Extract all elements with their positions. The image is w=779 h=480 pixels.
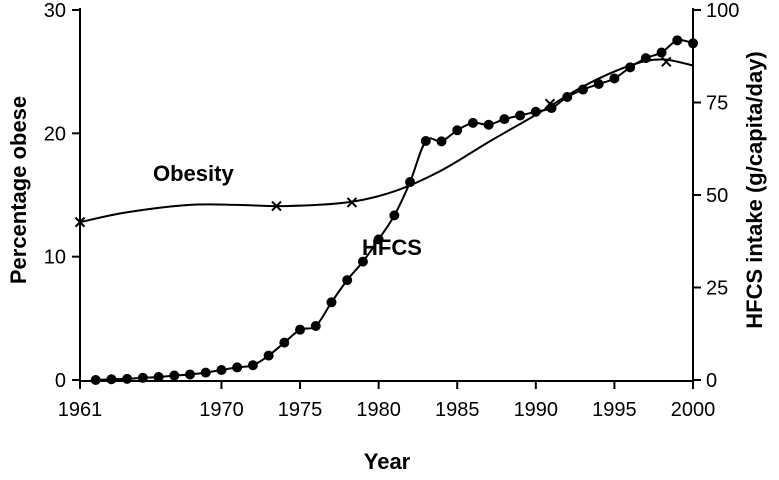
x-tick-label: 1980 [356, 399, 401, 421]
hfcs-point [562, 91, 573, 102]
y2-tick-label: 100 [706, 0, 739, 22]
obesity-markers [74, 56, 672, 228]
y-tick-label: 10 [44, 247, 66, 269]
hfcs-point [577, 84, 588, 95]
hfcs-point [436, 136, 447, 147]
hfcs-point [263, 350, 274, 361]
y-tick-label: 0 [55, 370, 66, 392]
x-tick-label: 1985 [435, 399, 480, 421]
hfcs-point [420, 135, 431, 146]
obesity-point-stroke [74, 216, 86, 228]
hfcs-point [122, 373, 133, 384]
x-tick-label: 1995 [592, 399, 637, 421]
obesity-point-stroke [661, 56, 672, 68]
obesity-point [346, 197, 358, 208]
obesity-point-stroke [346, 197, 358, 208]
hfcs-markers [90, 35, 698, 385]
hfcs-point [153, 372, 164, 383]
hfcs-point [216, 365, 227, 376]
hfcs-point [279, 337, 290, 348]
hfcs-point [326, 297, 337, 308]
hfcs-point [389, 210, 400, 221]
hfcs-point [483, 119, 494, 130]
hfcs-point [247, 360, 258, 371]
hfcs-point [405, 177, 416, 188]
right-y-axis-ticks: 0 25 50 75 100 [693, 0, 739, 392]
y2-tick-label: 50 [706, 185, 728, 207]
hfcs-point [200, 367, 211, 378]
left-y-axis-title: Percentage obese [6, 96, 31, 284]
obesity-point-stroke [271, 200, 282, 212]
hfcs-point [499, 114, 510, 125]
x-axis-ticks: 1961 1970 1975 1980 1985 1990 1995 2000 [58, 381, 716, 421]
hfcs-point [232, 362, 243, 373]
hfcs-point [656, 47, 667, 58]
hfcs-point [640, 53, 651, 64]
hfcs-point [373, 234, 384, 245]
hfcs-point [515, 110, 526, 121]
obesity-point [271, 200, 282, 212]
hfcs-series-label: HFCS [362, 235, 422, 260]
obesity-point [661, 56, 672, 68]
hfcs-point [467, 117, 478, 128]
y2-tick-label: 25 [706, 278, 728, 300]
left-y-axis-ticks: 0 10 20 30 [44, 0, 80, 392]
obesity-point [74, 216, 86, 228]
hfcs-point [530, 106, 541, 117]
hfcs-point [625, 62, 636, 73]
right-y-axis-title: HFCS intake (g/capita/day) [742, 51, 767, 329]
x-tick-label: 1990 [514, 399, 559, 421]
y-tick-label: 20 [44, 123, 66, 145]
obesity-series-label: Obesity [153, 161, 234, 186]
hfcs-series-line [95, 39, 694, 381]
hfcs-point [342, 275, 353, 286]
hfcs-point [185, 369, 196, 380]
hfcs-point [137, 372, 148, 383]
x-tick-label: 1970 [199, 399, 244, 421]
y-tick-label: 30 [44, 0, 66, 22]
x-tick-label: 2000 [671, 399, 716, 421]
hfcs-point [609, 73, 620, 84]
hfcs-point [90, 375, 101, 385]
y2-tick-label: 75 [706, 93, 728, 115]
hfcs-point [169, 370, 180, 381]
hfcs-point [593, 79, 604, 89]
hfcs-point [452, 125, 463, 136]
hfcs-point [295, 324, 306, 335]
x-tick-label: 1961 [58, 399, 103, 421]
hfcs-point [357, 256, 368, 267]
y2-tick-label: 0 [706, 370, 717, 392]
x-tick-label: 1975 [278, 399, 323, 421]
hfcs-point [546, 103, 557, 114]
hfcs-point [688, 38, 698, 49]
hfcs-point [672, 35, 683, 46]
hfcs-point [106, 374, 117, 385]
x-axis-title: Year [364, 449, 411, 474]
hfcs-point [310, 320, 321, 331]
